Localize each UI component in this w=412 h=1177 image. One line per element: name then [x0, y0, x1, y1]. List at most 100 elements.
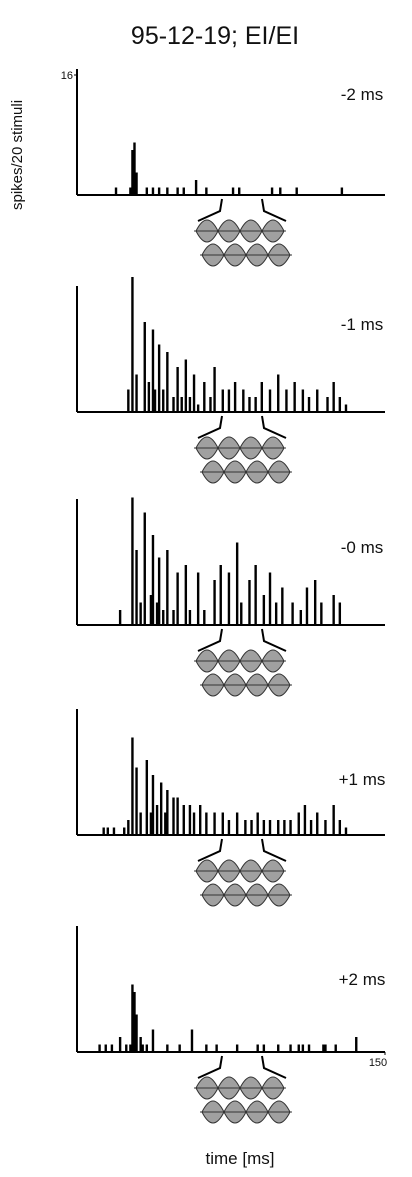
bar	[190, 1029, 194, 1052]
bar	[131, 497, 134, 625]
bar	[151, 1029, 155, 1052]
bar	[166, 187, 169, 195]
bar	[355, 1037, 358, 1052]
bar	[344, 404, 348, 412]
bar	[135, 767, 138, 835]
bar	[98, 1044, 101, 1052]
bar	[213, 367, 216, 412]
bar	[242, 389, 245, 412]
bar	[338, 397, 342, 412]
bar	[324, 820, 327, 835]
bar	[227, 820, 231, 835]
bar	[309, 820, 313, 835]
panel-label: +2 ms	[339, 970, 386, 989]
bar	[157, 344, 161, 412]
bar	[114, 187, 118, 195]
stimulus-icon	[194, 628, 292, 697]
bar	[334, 1044, 337, 1052]
bar	[262, 1044, 266, 1052]
bar	[285, 389, 288, 412]
bar	[338, 820, 342, 835]
bar	[176, 187, 179, 195]
bar	[196, 404, 200, 412]
bar	[145, 1044, 149, 1052]
bar	[131, 984, 134, 1052]
bar	[149, 812, 153, 835]
bar	[135, 1014, 138, 1052]
bar	[268, 820, 272, 835]
panel-label: -1 ms	[341, 315, 384, 334]
bar	[295, 187, 298, 195]
bar	[281, 587, 284, 625]
bar	[256, 812, 259, 835]
panel-label: -2 ms	[341, 85, 384, 104]
bar	[277, 374, 280, 412]
bar	[139, 812, 142, 835]
bar	[248, 580, 251, 625]
bar	[155, 602, 159, 625]
bar	[164, 812, 167, 835]
bar	[262, 820, 266, 835]
bar	[141, 1044, 144, 1052]
bar	[303, 805, 307, 835]
bar	[203, 382, 206, 412]
bar	[227, 389, 231, 412]
bar	[151, 535, 155, 625]
bar	[215, 1044, 218, 1052]
y-axis-label: spikes/20 stimuli	[9, 100, 26, 210]
bar	[129, 1044, 132, 1052]
bar	[176, 797, 179, 835]
bar	[143, 512, 146, 625]
bar	[172, 397, 175, 412]
bar	[279, 187, 282, 195]
bar	[332, 805, 335, 835]
bar	[209, 397, 212, 412]
stimulus-icon	[194, 838, 292, 907]
bar	[283, 820, 286, 835]
bar	[227, 572, 231, 625]
bar	[277, 1044, 280, 1052]
bar	[277, 820, 280, 835]
bar	[153, 389, 157, 412]
bar	[213, 580, 216, 625]
bar	[322, 1044, 325, 1052]
bar	[133, 142, 136, 195]
bar	[203, 610, 206, 625]
bar	[184, 359, 188, 412]
bar	[338, 602, 342, 625]
y-tick-label: 16	[61, 70, 73, 82]
bar	[297, 1044, 300, 1052]
bar	[151, 187, 155, 195]
bar	[135, 374, 138, 412]
bar	[316, 389, 319, 412]
bracket	[197, 1055, 287, 1079]
bar	[293, 382, 296, 412]
panel: 150 +2 ms	[76, 926, 387, 1124]
bar	[274, 602, 278, 625]
bar	[235, 1044, 239, 1052]
bar	[188, 397, 192, 412]
bar	[145, 187, 149, 195]
bar	[172, 797, 175, 835]
bar	[149, 595, 153, 625]
bar	[139, 602, 142, 625]
bar	[184, 565, 188, 625]
bar	[289, 820, 292, 835]
bar	[231, 187, 235, 195]
stimulus-icon	[194, 1055, 292, 1124]
bar	[291, 602, 294, 625]
bar	[176, 572, 179, 625]
stimulus-icon	[194, 198, 292, 267]
bar	[192, 374, 196, 412]
bar	[166, 790, 169, 835]
bar	[248, 397, 251, 412]
bar	[205, 187, 208, 195]
bar	[133, 992, 136, 1052]
bar	[305, 587, 309, 625]
bar	[166, 1044, 169, 1052]
bar	[196, 572, 200, 625]
bar	[151, 329, 155, 412]
bar	[127, 820, 130, 835]
bar	[155, 805, 159, 835]
stimulus-icon	[194, 415, 292, 484]
